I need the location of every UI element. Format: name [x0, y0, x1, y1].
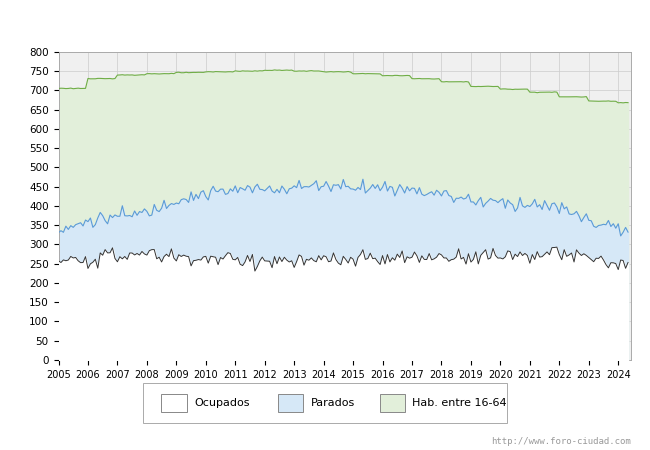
FancyBboxPatch shape — [278, 394, 303, 412]
Text: Parados: Parados — [311, 398, 355, 408]
FancyBboxPatch shape — [161, 394, 187, 412]
Text: Hab. entre 16-64: Hab. entre 16-64 — [412, 398, 507, 408]
Text: Valverde de Mérida - Evolucion de la poblacion en edad de Trabajar Mayo de 2024: Valverde de Mérida - Evolucion de la pob… — [9, 15, 641, 28]
Text: http://www.foro-ciudad.com: http://www.foro-ciudad.com — [491, 436, 630, 446]
Text: Ocupados: Ocupados — [194, 398, 250, 408]
FancyBboxPatch shape — [380, 394, 405, 412]
